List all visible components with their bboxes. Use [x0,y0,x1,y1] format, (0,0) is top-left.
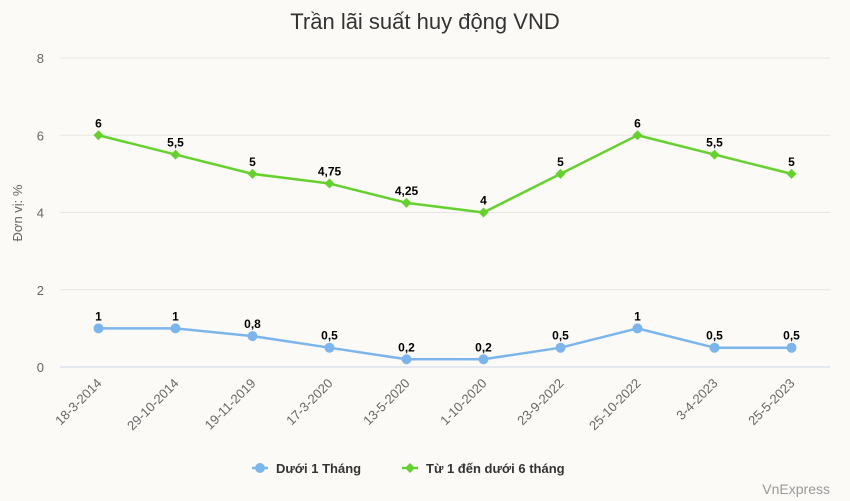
data-point [555,342,566,353]
data-point [324,342,335,353]
data-label: 4 [480,194,487,208]
data-label: 0,5 [783,329,800,343]
legend-label: Từ 1 đến dưới 6 tháng [426,461,565,476]
credit: VnExpress [762,481,830,497]
data-label: 0,5 [706,329,723,343]
y-tick-label: 6 [37,128,44,143]
data-point [247,168,258,179]
data-point [170,149,181,160]
y-tick-label: 0 [37,360,44,375]
data-label: 4,25 [395,184,419,198]
y-tick-label: 4 [37,206,44,221]
data-label: 5 [788,155,795,169]
legend-item-2[interactable]: Từ 1 đến dưới 6 tháng [402,461,565,476]
data-point [170,323,181,334]
data-point [786,342,797,353]
x-tick-label: 18-3-2014 [52,376,105,429]
data-point [93,130,104,141]
x-axis-ticks: 18-3-2014 29-10-2014 19-11-2019 17-3-2020 13… [52,376,798,434]
data-label: 0,8 [244,317,261,331]
data-point [786,168,797,179]
legend[interactable]: Dưới 1 Tháng Từ 1 đến dưới 6 tháng [252,461,565,476]
x-tick-label: 25-5-2023 [745,376,798,429]
data-point [632,323,643,334]
x-tick-label: 23-9-2022 [514,376,567,429]
legend-label: Dưới 1 Tháng [276,461,361,476]
data-label: 0,5 [552,329,569,343]
x-tick-label: 29-10-2014 [124,376,182,434]
legend-marker [405,463,415,473]
data-label: 5 [249,155,256,169]
data-label: 6 [634,116,641,130]
data-label: 5,5 [706,136,723,150]
data-point [555,168,566,179]
data-label: 0,2 [398,340,415,354]
data-label: 4,75 [318,165,342,179]
chart-title: Trần lãi suất huy động VND [290,9,559,34]
x-tick-label: 3-4-2023 [673,376,720,423]
data-point [93,323,104,334]
data-label: 1 [172,309,179,323]
x-tick-label: 13-5-2020 [360,376,413,429]
y-axis-ticks: 0 2 4 6 8 [37,51,44,375]
x-tick-label: 1-10-2020 [437,376,490,429]
data-label: 0,5 [321,329,338,343]
series-line-2 [98,134,792,214]
data-point [324,178,335,189]
y-tick-label: 2 [37,283,44,298]
data-labels: 1 1 0,8 0,5 0,2 0,2 0,5 1 0,5 0,5 6 5,5 5 4,75 4,25 4 5 6… [95,116,800,354]
data-point [478,354,489,365]
x-tick-label: 25-10-2022 [586,376,644,434]
legend-item-1[interactable]: Dưới 1 Tháng [252,461,361,476]
data-point [709,342,720,353]
data-point [401,197,412,208]
data-point [401,354,412,365]
data-label: 5,5 [167,136,184,150]
x-tick-label: 17-3-2020 [283,376,336,429]
data-point [632,130,643,141]
data-label: 5 [557,155,564,169]
grid [60,57,830,368]
x-tick-label: 19-11-2019 [202,376,259,433]
y-tick-label: 8 [37,51,44,66]
data-point [247,331,258,342]
y-axis-label: Đơn vị: % [10,184,25,241]
data-label: 1 [634,309,641,323]
data-label: 0,2 [475,340,492,354]
legend-marker [255,463,265,473]
data-point [709,149,720,160]
data-point [478,207,489,218]
series-group [93,130,797,365]
series-line-1 [98,327,792,361]
data-label: 6 [95,116,102,130]
data-label: 1 [95,309,102,323]
